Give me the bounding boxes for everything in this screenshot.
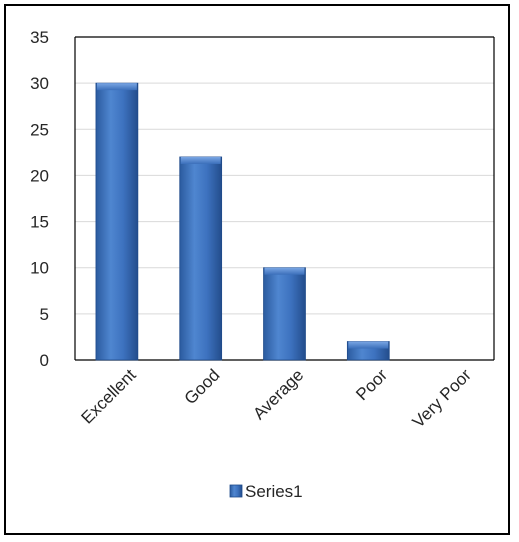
gridlines bbox=[74, 36, 495, 361]
bar-good bbox=[179, 156, 223, 361]
x-axis-ticks: Excellent Good Average Poor Very Poor bbox=[78, 365, 476, 431]
y-tick-label: 20 bbox=[30, 166, 49, 185]
bar-average bbox=[263, 267, 306, 361]
bar-excellent bbox=[95, 82, 139, 361]
y-tick-label: 10 bbox=[30, 259, 49, 278]
y-axis-ticks: 0 5 10 15 20 25 30 35 bbox=[30, 28, 49, 370]
chart-frame bbox=[4, 4, 510, 535]
y-tick-label: 25 bbox=[30, 120, 49, 139]
y-tick-label: 15 bbox=[30, 213, 49, 232]
y-tick-label: 0 bbox=[40, 351, 49, 370]
legend-label: Series1 bbox=[245, 482, 303, 501]
x-tick-label: Good bbox=[181, 365, 224, 408]
legend-swatch bbox=[229, 484, 243, 498]
legend: Series1 bbox=[229, 482, 303, 501]
x-tick-label: Poor bbox=[352, 365, 391, 404]
bar-cap-highlight bbox=[96, 83, 137, 91]
bar-cap-highlight bbox=[264, 267, 305, 275]
y-tick-label: 5 bbox=[40, 305, 49, 324]
x-tick-label: Excellent bbox=[78, 365, 140, 427]
y-tick-label: 30 bbox=[30, 74, 49, 93]
x-tick-label: Very Poor bbox=[409, 365, 475, 431]
bars bbox=[95, 82, 390, 361]
bar-cap-highlight bbox=[180, 156, 221, 164]
bar-cap-highlight bbox=[348, 341, 389, 349]
x-tick-label: Average bbox=[249, 365, 307, 423]
y-tick-label: 35 bbox=[30, 28, 49, 47]
